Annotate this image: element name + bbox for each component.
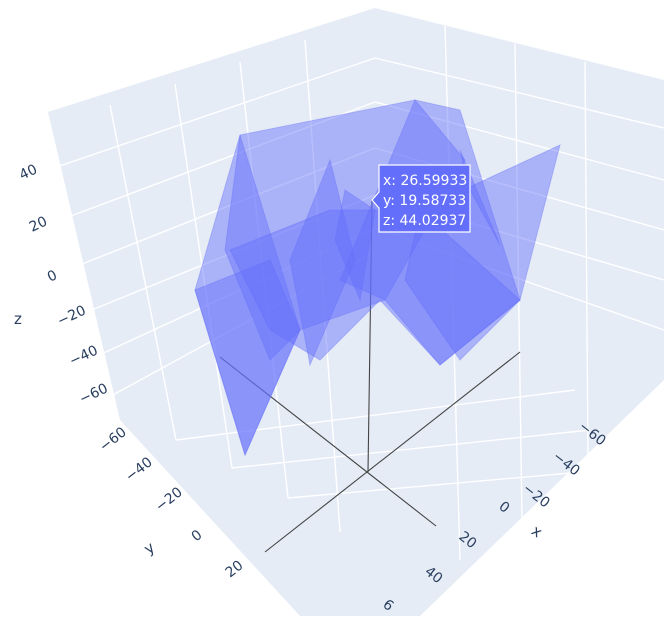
z-tick-label: 40 xyxy=(17,162,40,184)
y-tick-label: 0 xyxy=(189,527,206,545)
z-tick-label: 20 xyxy=(27,214,50,236)
floor xyxy=(120,258,664,616)
y-tick-label: −60 xyxy=(97,424,130,455)
hover-tooltip: x: 26.59933 y: 19.58733 z: 44.02937 xyxy=(371,164,471,233)
y-tick-label: −20 xyxy=(153,484,186,515)
x-axis-line xyxy=(264,351,521,553)
mesh-face[interactable] xyxy=(404,209,521,361)
mesh-face[interactable] xyxy=(229,144,561,366)
z-tick-label: 0 xyxy=(45,267,60,285)
z-axis-title: z xyxy=(14,310,22,328)
tooltip-z: z: 44.02937 xyxy=(383,213,466,229)
tooltip-x: x: 26.59933 xyxy=(383,173,467,189)
y-axis-title: y xyxy=(140,538,158,558)
y-tick-label: −40 xyxy=(123,454,156,485)
y-axis-line xyxy=(219,356,437,527)
z-tick-label: −20 xyxy=(55,303,89,330)
left-wall xyxy=(48,8,375,420)
back-walls xyxy=(48,8,664,616)
z-tick-label: −60 xyxy=(77,381,111,408)
mesh-face[interactable] xyxy=(289,158,356,367)
z-tick-label: −40 xyxy=(67,343,101,370)
tooltip-box xyxy=(371,164,471,233)
y-tick-label: 20 xyxy=(223,558,247,582)
tooltip-y: y: 19.58733 xyxy=(383,193,466,209)
z-axis-line xyxy=(367,199,373,473)
x-axis-title: x xyxy=(528,522,546,542)
mesh-face[interactable] xyxy=(334,189,376,302)
mesh-face[interactable] xyxy=(194,259,301,457)
axis-lines xyxy=(219,199,521,553)
mesh-face[interactable] xyxy=(224,134,301,361)
